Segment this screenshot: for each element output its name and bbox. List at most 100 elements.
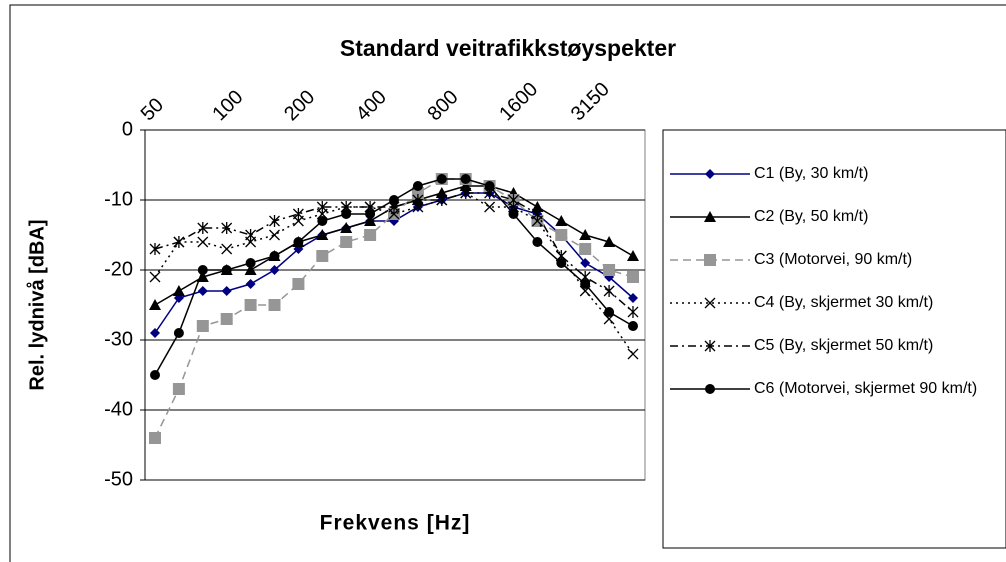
data-point: [220, 313, 233, 325]
data-point: [245, 229, 257, 241]
data-point: [436, 174, 447, 184]
data-point: [244, 299, 257, 311]
data-point: [531, 201, 544, 212]
legend-marker: [705, 384, 715, 394]
data-point: [197, 222, 209, 234]
data-point: [293, 237, 304, 247]
legend-item: C4 (By, skjermet 30 km/t): [754, 294, 934, 311]
data-point: [197, 236, 209, 248]
data-point: [150, 328, 160, 338]
data-point: [149, 243, 161, 255]
data-point: [603, 236, 616, 247]
y-tick-label: -10: [104, 188, 133, 210]
plot-area: [144, 129, 646, 481]
data-point: [436, 194, 448, 206]
data-point: [317, 216, 328, 226]
y-tick-label: -30: [104, 328, 133, 350]
legend-marker: [704, 254, 716, 266]
data-point: [245, 258, 256, 268]
data-point: [269, 265, 280, 275]
data-point: [603, 285, 615, 297]
x-axis-title: Frekvens [Hz]: [320, 512, 471, 535]
data-point: [628, 293, 638, 303]
data-point: [364, 215, 377, 226]
legend-label: C6 (Motorvei, skjermet 90 km/t): [754, 380, 978, 397]
data-point: [268, 299, 281, 311]
data-point: [627, 348, 639, 360]
data-point: [197, 286, 208, 296]
data-point: [197, 265, 208, 275]
data-point: [221, 265, 232, 275]
data-point: [316, 250, 329, 262]
legend-label: C2 (By, 50 km/t): [754, 208, 869, 225]
data-point: [316, 201, 328, 213]
data-point: [556, 258, 567, 268]
data-point: [627, 306, 639, 318]
legend-label: C5 (By, skjermet 50 km/t): [754, 337, 934, 354]
data-point: [221, 286, 232, 296]
data-point: [508, 209, 519, 219]
data-point: [173, 328, 184, 338]
legend-marker: [704, 340, 716, 352]
data-point: [340, 222, 353, 233]
legend-label: C4 (By, skjermet 30 km/t): [754, 294, 934, 311]
legend-marker: [704, 211, 716, 222]
data-point: [603, 264, 616, 276]
data-point: [580, 258, 591, 268]
y-tick-label: 0: [122, 118, 133, 140]
data-point: [555, 215, 568, 226]
data-point: [245, 279, 256, 289]
data-point: [484, 201, 496, 213]
data-point: [292, 278, 305, 290]
data-point: [149, 299, 161, 310]
data-point: [341, 209, 352, 219]
y-tick-label: -40: [104, 398, 133, 420]
data-point: [196, 320, 209, 332]
legend-item: C1 (By, 30 km/t): [754, 165, 869, 182]
series-line: [154, 192, 634, 313]
data-point: [173, 236, 185, 248]
legend-label: C1 (By, 30 km/t): [754, 165, 869, 182]
data-point: [604, 307, 615, 317]
data-point: [149, 432, 161, 444]
data-point: [460, 174, 471, 184]
data-point: [460, 187, 472, 199]
data-point: [484, 181, 495, 191]
data-point: [508, 194, 519, 206]
data-point: [150, 370, 160, 380]
legend-box: [662, 129, 1006, 549]
data-point: [269, 215, 280, 227]
data-point: [172, 285, 185, 296]
data-point: [412, 181, 423, 191]
data-point: [459, 180, 472, 191]
y-tick-label: -50: [104, 468, 133, 490]
data-point: [364, 229, 377, 241]
chart-title: Standard veitrafikkstøyspekter: [340, 35, 676, 61]
data-point: [555, 229, 568, 241]
legend-item: C2 (By, 50 km/t): [754, 208, 869, 225]
data-point: [531, 208, 543, 220]
data-point: [172, 383, 185, 395]
data-point: [244, 264, 257, 275]
data-point: [628, 321, 638, 331]
data-point: [389, 195, 399, 205]
data-point: [412, 194, 424, 206]
y-tick-label: -20: [104, 258, 133, 280]
legend-label: C3 (Motorvei, 90 km/t): [754, 251, 913, 268]
data-point: [435, 187, 448, 198]
y-axis-title: Rel. lydnivå [dBA]: [25, 219, 48, 390]
legend-item: C5 (By, skjermet 50 km/t): [754, 337, 934, 354]
data-point: [532, 237, 543, 247]
data-point: [340, 236, 353, 248]
data-point: [221, 243, 233, 255]
data-point: [149, 271, 161, 283]
data-point: [580, 279, 591, 289]
data-point: [221, 222, 233, 234]
data-point: [365, 209, 376, 219]
data-point: [316, 229, 329, 240]
data-point: [269, 251, 280, 261]
data-point: [579, 229, 592, 240]
legend-item: C6 (Motorvei, skjermet 90 km/t): [754, 380, 978, 397]
data-point: [292, 208, 304, 220]
